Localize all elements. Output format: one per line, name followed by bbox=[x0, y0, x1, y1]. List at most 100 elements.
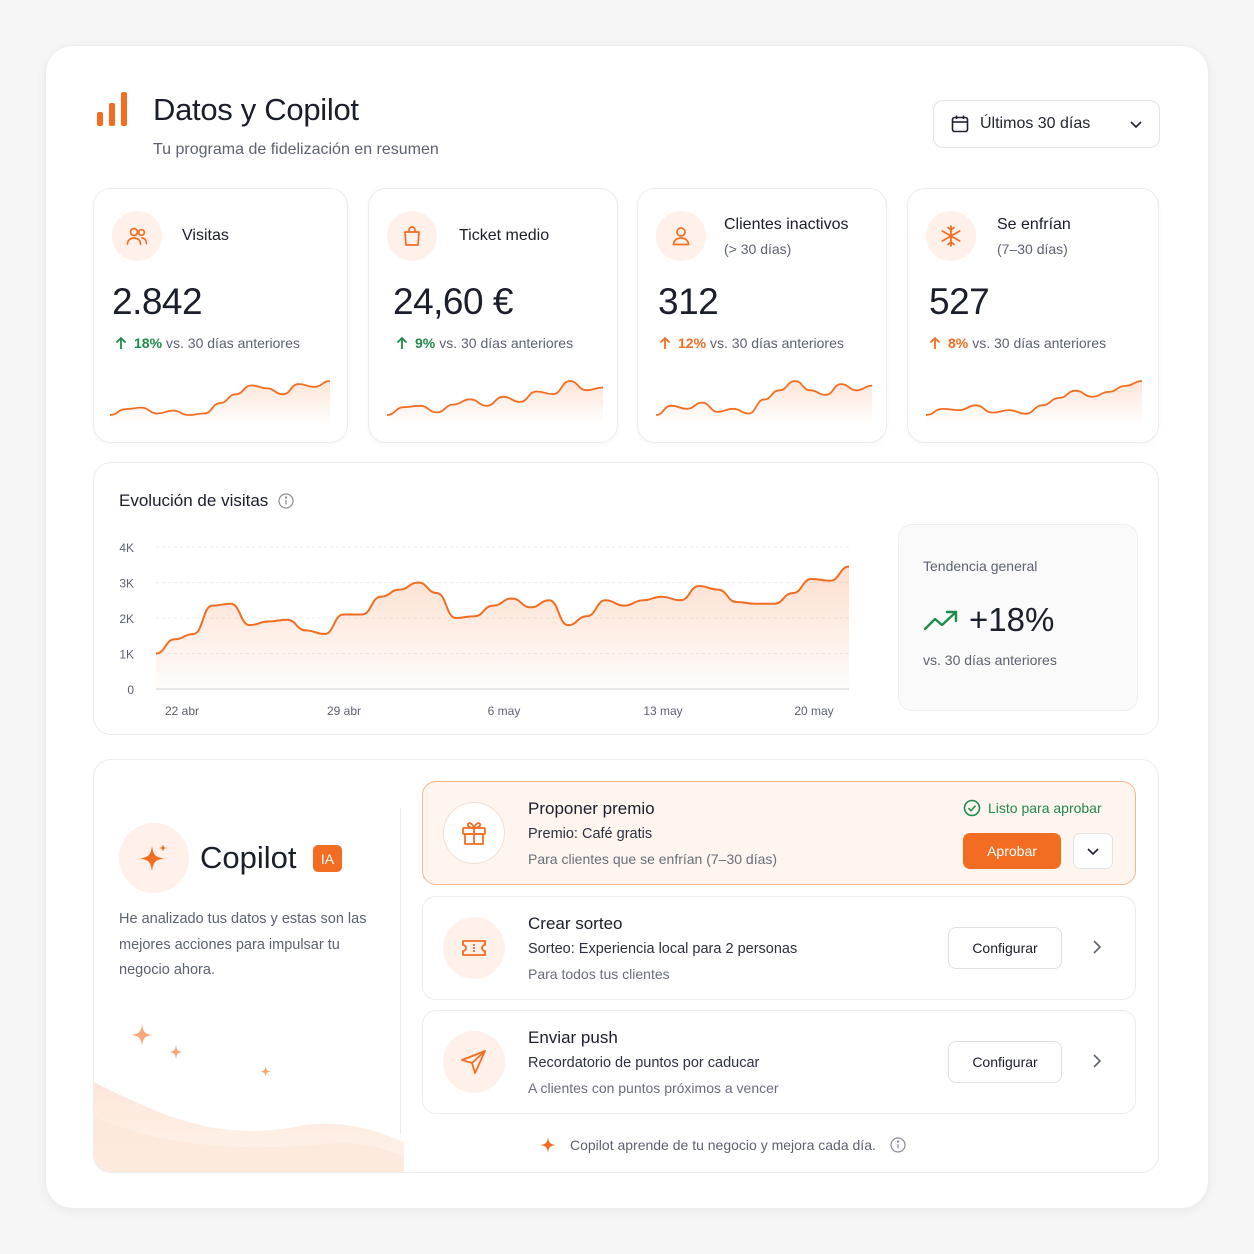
footer-text: Copilot aprende de tu negocio y mejora c… bbox=[570, 1137, 876, 1153]
chevron-down-icon bbox=[1130, 121, 1142, 129]
kpi-compare: vs. 30 días anteriores bbox=[166, 335, 300, 351]
gift-icon bbox=[443, 802, 505, 864]
kpi-card-inactive: Clientes inactivos (> 30 días) 312 12% v… bbox=[637, 188, 887, 443]
sparkline-ticket bbox=[386, 380, 604, 425]
kpi-delta: 8% vs. 30 días anteriores bbox=[928, 335, 1106, 351]
sparkline-area bbox=[656, 381, 872, 425]
action-title: Proponer premio bbox=[528, 799, 655, 818]
configure-button[interactable]: Configurar bbox=[948, 1041, 1062, 1083]
chart-title: Evolución de visitas bbox=[119, 491, 269, 510]
kpi-sublabel: (> 30 días) bbox=[724, 241, 792, 257]
kpi-label: Clientes inactivos bbox=[724, 216, 849, 233]
ai-badge: IA bbox=[313, 845, 342, 872]
bar-chart-logo-icon bbox=[97, 92, 127, 126]
chevron-right-icon[interactable] bbox=[1087, 1051, 1107, 1071]
copilot-logo bbox=[119, 823, 189, 893]
action-propose-reward: Proponer premio Premio: Café gratis Para… bbox=[422, 781, 1136, 885]
action-send-push: Enviar push Recordatorio de puntos por c… bbox=[422, 1010, 1136, 1114]
kpi-value: 24,60 € bbox=[393, 281, 513, 322]
sparkline-inactive bbox=[655, 380, 873, 425]
sparkline-line bbox=[109, 380, 331, 416]
arrow-up-icon bbox=[929, 336, 941, 349]
date-range-select[interactable]: Últimos 30 días bbox=[933, 100, 1160, 148]
arrow-up-icon bbox=[115, 336, 127, 349]
kpi-sublabel: (7–30 días) bbox=[997, 241, 1068, 257]
kpi-delta: 12% vs. 30 días anteriores bbox=[658, 335, 844, 351]
user-icon bbox=[656, 211, 706, 261]
kpi-value: 312 bbox=[658, 281, 719, 322]
info-icon[interactable] bbox=[278, 493, 294, 509]
action-detail: Sorteo: Experiencia local para 2 persona… bbox=[528, 941, 798, 957]
users-icon bbox=[112, 211, 162, 261]
series-area bbox=[156, 566, 849, 689]
y-tick-label: 0 bbox=[127, 683, 134, 697]
info-icon[interactable] bbox=[890, 1137, 906, 1153]
kpi-card-ticket: Ticket medio 24,60 € 9% vs. 30 días ante… bbox=[368, 188, 618, 443]
ready-status-label: Listo para aprobar bbox=[988, 800, 1102, 816]
trend-compare: vs. 30 días anteriores bbox=[923, 652, 1057, 668]
y-tick-label: 2K bbox=[119, 612, 134, 626]
trend-label: Tendencia general bbox=[923, 558, 1038, 574]
x-tick-label: 20 may bbox=[794, 704, 833, 718]
kpi-value: 527 bbox=[929, 281, 990, 322]
action-title: Crear sorteo bbox=[528, 914, 623, 933]
action-title: Enviar push bbox=[528, 1028, 618, 1047]
approve-options-dropdown[interactable] bbox=[1073, 833, 1113, 869]
calendar-icon bbox=[951, 115, 969, 133]
sparkles-icon bbox=[140, 844, 167, 871]
kpi-delta-value: 8% bbox=[948, 335, 969, 351]
copilot-name: Copilot bbox=[200, 840, 297, 875]
kpi-compare: vs. 30 días anteriores bbox=[439, 335, 574, 351]
y-tick-label: 4K bbox=[119, 541, 134, 555]
ready-status: Listo para aprobar bbox=[963, 799, 1102, 817]
sparkline-line bbox=[925, 380, 1143, 416]
y-tick-label: 3K bbox=[119, 577, 134, 591]
copilot-card: Copilot IA He analizado tus datos y esta… bbox=[93, 759, 1159, 1173]
kpi-card-visits: Visitas 2.842 18% vs. 30 días anteriores bbox=[93, 188, 348, 443]
kpi-delta: 18% vs. 30 días anteriores bbox=[114, 335, 300, 351]
ticket-icon bbox=[443, 917, 505, 979]
chart-title-row: Evolución de visitas bbox=[119, 491, 294, 511]
divider bbox=[400, 808, 401, 1134]
kpi-label: Ticket medio bbox=[459, 227, 550, 244]
sparkline-line bbox=[386, 380, 604, 416]
approve-button[interactable]: Aprobar bbox=[963, 833, 1061, 869]
send-icon bbox=[443, 1031, 505, 1093]
kpi-delta-value: 9% bbox=[415, 335, 436, 351]
page-title: Datos y Copilot bbox=[153, 92, 359, 127]
page-subtitle: Tu programa de fidelización en resumen bbox=[153, 141, 439, 158]
kpi-compare: vs. 30 días anteriores bbox=[972, 335, 1107, 351]
visits-area-chart: 0 1K 2K 3K 4K 22 abr 29 abr 6 may 13 may 20 may bbox=[119, 541, 850, 718]
action-detail: Recordatorio de puntos por caducar bbox=[528, 1055, 760, 1071]
y-tick-label: 1K bbox=[119, 648, 134, 662]
check-circle-icon bbox=[963, 799, 981, 817]
configure-button[interactable]: Configurar bbox=[948, 927, 1062, 969]
sparkline-area bbox=[926, 381, 1142, 425]
sparkle-decoration-icon bbox=[169, 1045, 183, 1059]
decorative-wave bbox=[94, 1082, 404, 1172]
sparkle-decoration-icon bbox=[131, 1024, 153, 1046]
action-audience: A clientes con puntos próximos a vencer bbox=[528, 1080, 779, 1096]
chevron-right-icon[interactable] bbox=[1087, 937, 1107, 957]
copilot-footer-note: Copilot aprende de tu negocio y mejora c… bbox=[540, 1137, 906, 1153]
sparkline-visits bbox=[109, 380, 331, 425]
sparkle-decoration-icon bbox=[260, 1066, 271, 1077]
action-audience: Para todos tus clientes bbox=[528, 966, 670, 982]
x-tick-label: 6 may bbox=[488, 704, 521, 718]
trend-value: +18% bbox=[969, 601, 1055, 638]
kpi-label: Se enfrían bbox=[997, 216, 1071, 233]
x-tick-label: 22 abr bbox=[165, 704, 199, 718]
sparkline-line bbox=[655, 380, 873, 416]
x-tick-label: 13 may bbox=[643, 704, 682, 718]
sparkline-cooling bbox=[925, 380, 1143, 425]
sparkline-area bbox=[387, 381, 603, 425]
arrow-up-icon bbox=[396, 336, 408, 349]
action-create-raffle: Crear sorteo Sorteo: Experiencia local p… bbox=[422, 896, 1136, 1000]
trend-summary: Tendencia general +18% vs. 30 días anter… bbox=[898, 524, 1138, 711]
visits-evolution-card: Evolución de visitas 0 1K 2K 3K 4K 22 abr 29 a… bbox=[93, 462, 1159, 735]
snowflake-icon bbox=[926, 211, 976, 261]
kpi-compare: vs. 30 días anteriores bbox=[710, 335, 844, 351]
kpi-delta-value: 18% bbox=[134, 335, 163, 351]
action-audience: Para clientes que se enfrían (7–30 días) bbox=[528, 851, 778, 867]
x-tick-label: 29 abr bbox=[327, 704, 361, 718]
